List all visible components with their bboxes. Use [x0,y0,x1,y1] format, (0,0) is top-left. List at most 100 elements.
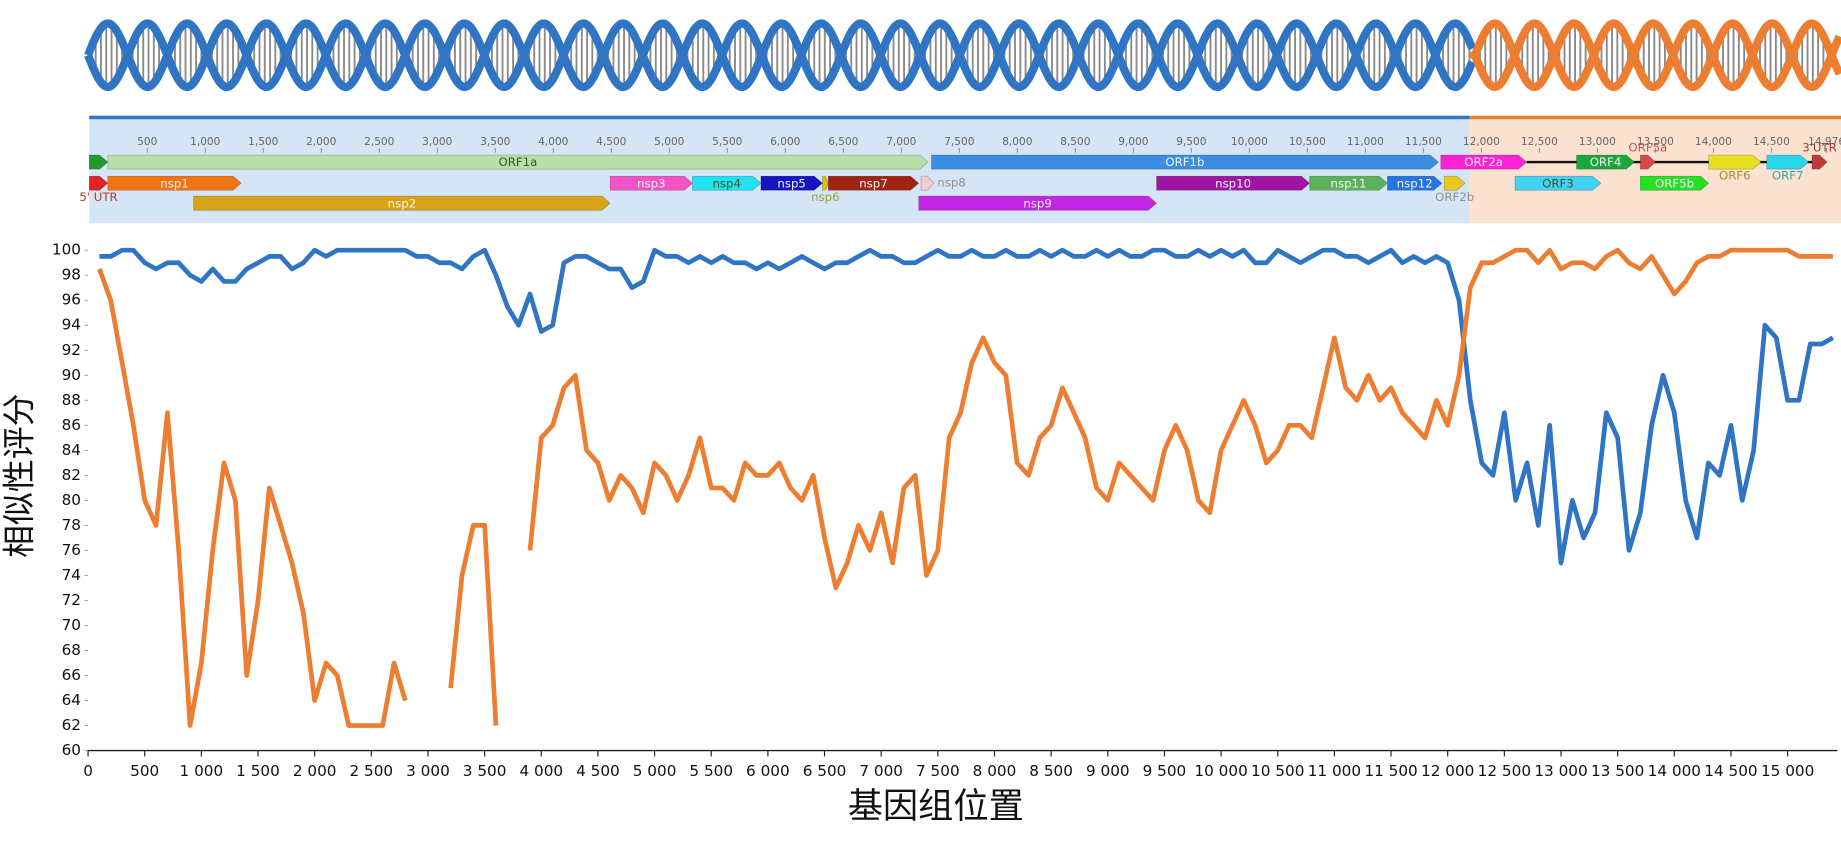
gene [918,195,1158,211]
gene-label: nsp8 [937,176,965,190]
gene-label: nsp3 [637,176,665,190]
plot: 60 62 64 66 68 70 72 74 76 78 80 82 84 86 88 90 92 94 96 98… [52,241,1838,780]
x-tick-label: 11 500 [1364,762,1417,780]
map-tick-label: 6,000 [770,136,800,148]
gene [827,175,920,191]
map-tick-label: 14,500 [1753,136,1790,148]
map-tick-label: 8,000 [1002,136,1032,148]
map-region-line [1469,115,1841,120]
y-tick-label: 68 [62,641,81,659]
x-axis-label: 基因组位置 [848,786,1024,827]
gene-label: nsp2 [388,196,416,210]
gene-label: ORF2b [1435,190,1474,204]
x-tick-label: 4 000 [519,762,563,780]
x-tick-label: 9 000 [1086,762,1130,780]
dna-helix [84,19,1841,92]
x-tick-label: 13 500 [1591,762,1644,780]
y-tick-label: 62 [62,716,81,734]
gene [822,175,829,191]
gene [88,175,109,191]
gene-label: ORF7 [1772,169,1804,183]
gene [1639,154,1656,170]
gene-label: nsp6 [811,190,839,204]
gene-label: nsp5 [777,176,805,190]
x-tick-label: 6 500 [803,762,847,780]
map-tick-label: 4,000 [538,136,568,148]
gene [193,195,611,211]
x-tick-label: 10 500 [1251,762,1304,780]
gene-label: nsp9 [1023,196,1051,210]
map-tick-label: 2,500 [364,136,394,148]
y-tick-label: 88 [62,391,81,409]
gene [760,175,823,191]
y-tick-label: 74 [62,566,81,584]
x-tick-label: 2 000 [293,762,337,780]
y-tick-label: 92 [62,341,81,359]
map-tick-label: 4,500 [596,136,626,148]
x-tick-label: 15 000 [1761,762,1814,780]
map-tick-label: 3,000 [422,136,452,148]
series-line [97,247,1833,728]
y-tick-label: 94 [62,316,81,334]
map-tick-label: 9,500 [1176,136,1206,148]
y-tick-label: 70 [62,616,81,634]
y-tick-label: 66 [62,666,81,684]
x-tick-label: 12 500 [1478,762,1531,780]
gene-label: ORF6 [1719,169,1751,183]
gene [88,154,109,170]
map-tick-label: 1,000 [190,136,220,148]
y-tick-label: 84 [62,441,81,459]
y-tick-label: 98 [62,266,81,284]
gene-label: ORF5b [1655,176,1694,190]
x-tick-label: 0 [83,762,93,780]
gene-label: nsp4 [712,176,740,190]
map-tick-label: 14,000 [1695,136,1732,148]
x-tick-label: 8 000 [973,762,1017,780]
gene [1440,154,1528,170]
x-tick-label: 7 000 [859,762,903,780]
gene-label: 3'UTR [1802,140,1837,154]
map-tick-label: 7,500 [944,136,974,148]
map-tick-label: 1,500 [248,136,278,148]
map-tick-label: 500 [137,136,157,148]
map-tick-label: 7,000 [886,136,916,148]
map-region-line [89,115,1470,120]
map-tick-label: 6,500 [828,136,858,148]
gene-label: 5' UTR [79,190,117,204]
x-tick-label: 2 500 [349,762,393,780]
x-tick-label: 14 000 [1648,762,1701,780]
gene-label: nsp1 [160,176,188,190]
gene [1156,175,1311,191]
gene-label: ORF1a [498,155,537,169]
map-tick-label: 13,000 [1579,136,1616,148]
map-tick-label: 5,500 [712,136,742,148]
gene [1443,175,1466,191]
helix-strand [84,19,1477,92]
gene [1514,175,1602,191]
x-tick-label: 8 500 [1029,762,1073,780]
x-tick-label: 14 500 [1704,762,1757,780]
x-tick-label: 11 000 [1308,762,1361,780]
x-tick-label: 6 000 [746,762,790,780]
map-tick-label: 12,000 [1463,136,1500,148]
gene [1576,154,1636,170]
map-tick-label: 9,000 [1118,136,1148,148]
gene-label: ORF3 [1542,176,1574,190]
y-tick-label: 76 [62,541,81,559]
map-tick-label: 14,976 [1808,136,1841,148]
x-tick-label: 12 000 [1421,762,1474,780]
gene-label: nsp10 [1215,176,1251,190]
y-tick-label: 78 [62,516,81,534]
y-tick-label: 90 [62,366,81,384]
x-tick-label: 5 500 [689,762,733,780]
gene [931,154,1439,170]
gene [1708,154,1762,170]
map-tick-label: 11,000 [1347,136,1384,148]
x-tick-label: 10 000 [1194,762,1247,780]
x-tick-label: 3 500 [463,762,507,780]
gene [107,154,929,170]
gene-label: ORF4 [1590,155,1622,169]
series-line [99,247,1835,566]
